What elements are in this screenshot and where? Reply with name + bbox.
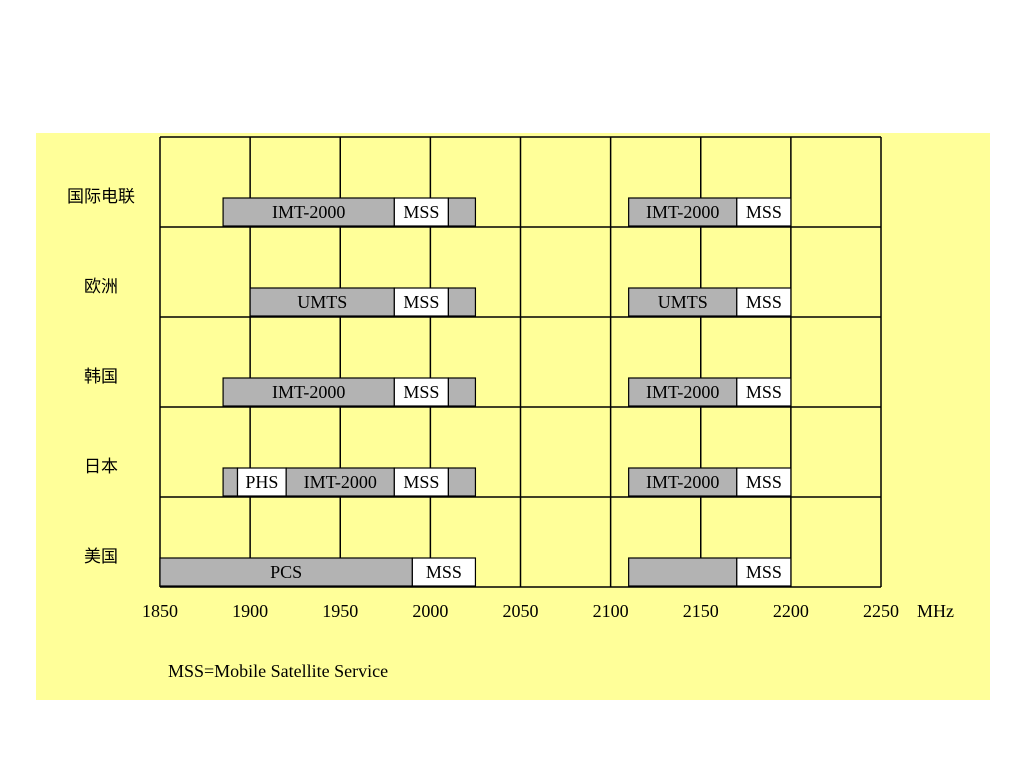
band-label: MSS xyxy=(426,562,462,582)
band-segment xyxy=(628,557,738,587)
band-label: UMTS xyxy=(658,292,708,312)
band-label: MSS xyxy=(746,292,782,312)
band-segment xyxy=(222,467,239,497)
band-segment xyxy=(159,557,413,587)
x-tick-label: 2150 xyxy=(683,601,719,621)
band-label: MSS xyxy=(403,292,439,312)
band-segment xyxy=(447,377,477,407)
region-label: 国际电联 xyxy=(67,187,135,207)
region-label: 欧洲 xyxy=(84,277,118,297)
region-label: 美国 xyxy=(84,547,118,567)
band-label: UMTS xyxy=(297,292,347,312)
band-segment xyxy=(393,197,450,227)
band-segment xyxy=(447,197,477,227)
x-tick-label: 1900 xyxy=(232,601,268,621)
band-label: IMT-2000 xyxy=(272,202,345,222)
band-label: MSS xyxy=(746,472,782,492)
band-segment xyxy=(736,377,792,407)
band-label: IMT-2000 xyxy=(304,472,377,492)
band-segment xyxy=(736,557,792,587)
band-label: MSS xyxy=(403,202,439,222)
band-segment xyxy=(736,287,792,317)
band-segment xyxy=(447,467,477,497)
band-label: MSS xyxy=(746,562,782,582)
footnote: MSS=Mobile Satellite Service xyxy=(168,661,388,681)
band-label: PHS xyxy=(245,472,278,492)
band-label: MSS xyxy=(746,202,782,222)
x-tick-label: 2250 xyxy=(863,601,899,621)
band-label: IMT-2000 xyxy=(272,382,345,402)
band-segment xyxy=(447,287,477,317)
region-label: 日本 xyxy=(84,457,118,477)
band-segment xyxy=(736,197,792,227)
band-segment xyxy=(236,467,287,497)
band-label: PCS xyxy=(270,562,302,582)
band-segment xyxy=(628,467,738,497)
band-label: MSS xyxy=(746,382,782,402)
x-tick-label: 1850 xyxy=(142,601,178,621)
band-label: MSS xyxy=(403,472,439,492)
band-label: IMT-2000 xyxy=(646,382,719,402)
band-segment xyxy=(393,467,450,497)
x-tick-label: 2000 xyxy=(412,601,448,621)
x-tick-label: 1950 xyxy=(322,601,358,621)
band-segment xyxy=(411,557,477,587)
band-segment xyxy=(393,287,450,317)
band-segment xyxy=(393,377,450,407)
band-label: IMT-2000 xyxy=(646,202,719,222)
x-tick-label: 2050 xyxy=(503,601,539,621)
band-label: MSS xyxy=(403,382,439,402)
band-label: IMT-2000 xyxy=(646,472,719,492)
x-tick-label: 2200 xyxy=(773,601,809,621)
x-unit-label: MHz xyxy=(917,601,954,621)
x-tick-label: 2100 xyxy=(593,601,629,621)
band-segment xyxy=(736,467,792,497)
region-label: 韩国 xyxy=(84,367,118,387)
